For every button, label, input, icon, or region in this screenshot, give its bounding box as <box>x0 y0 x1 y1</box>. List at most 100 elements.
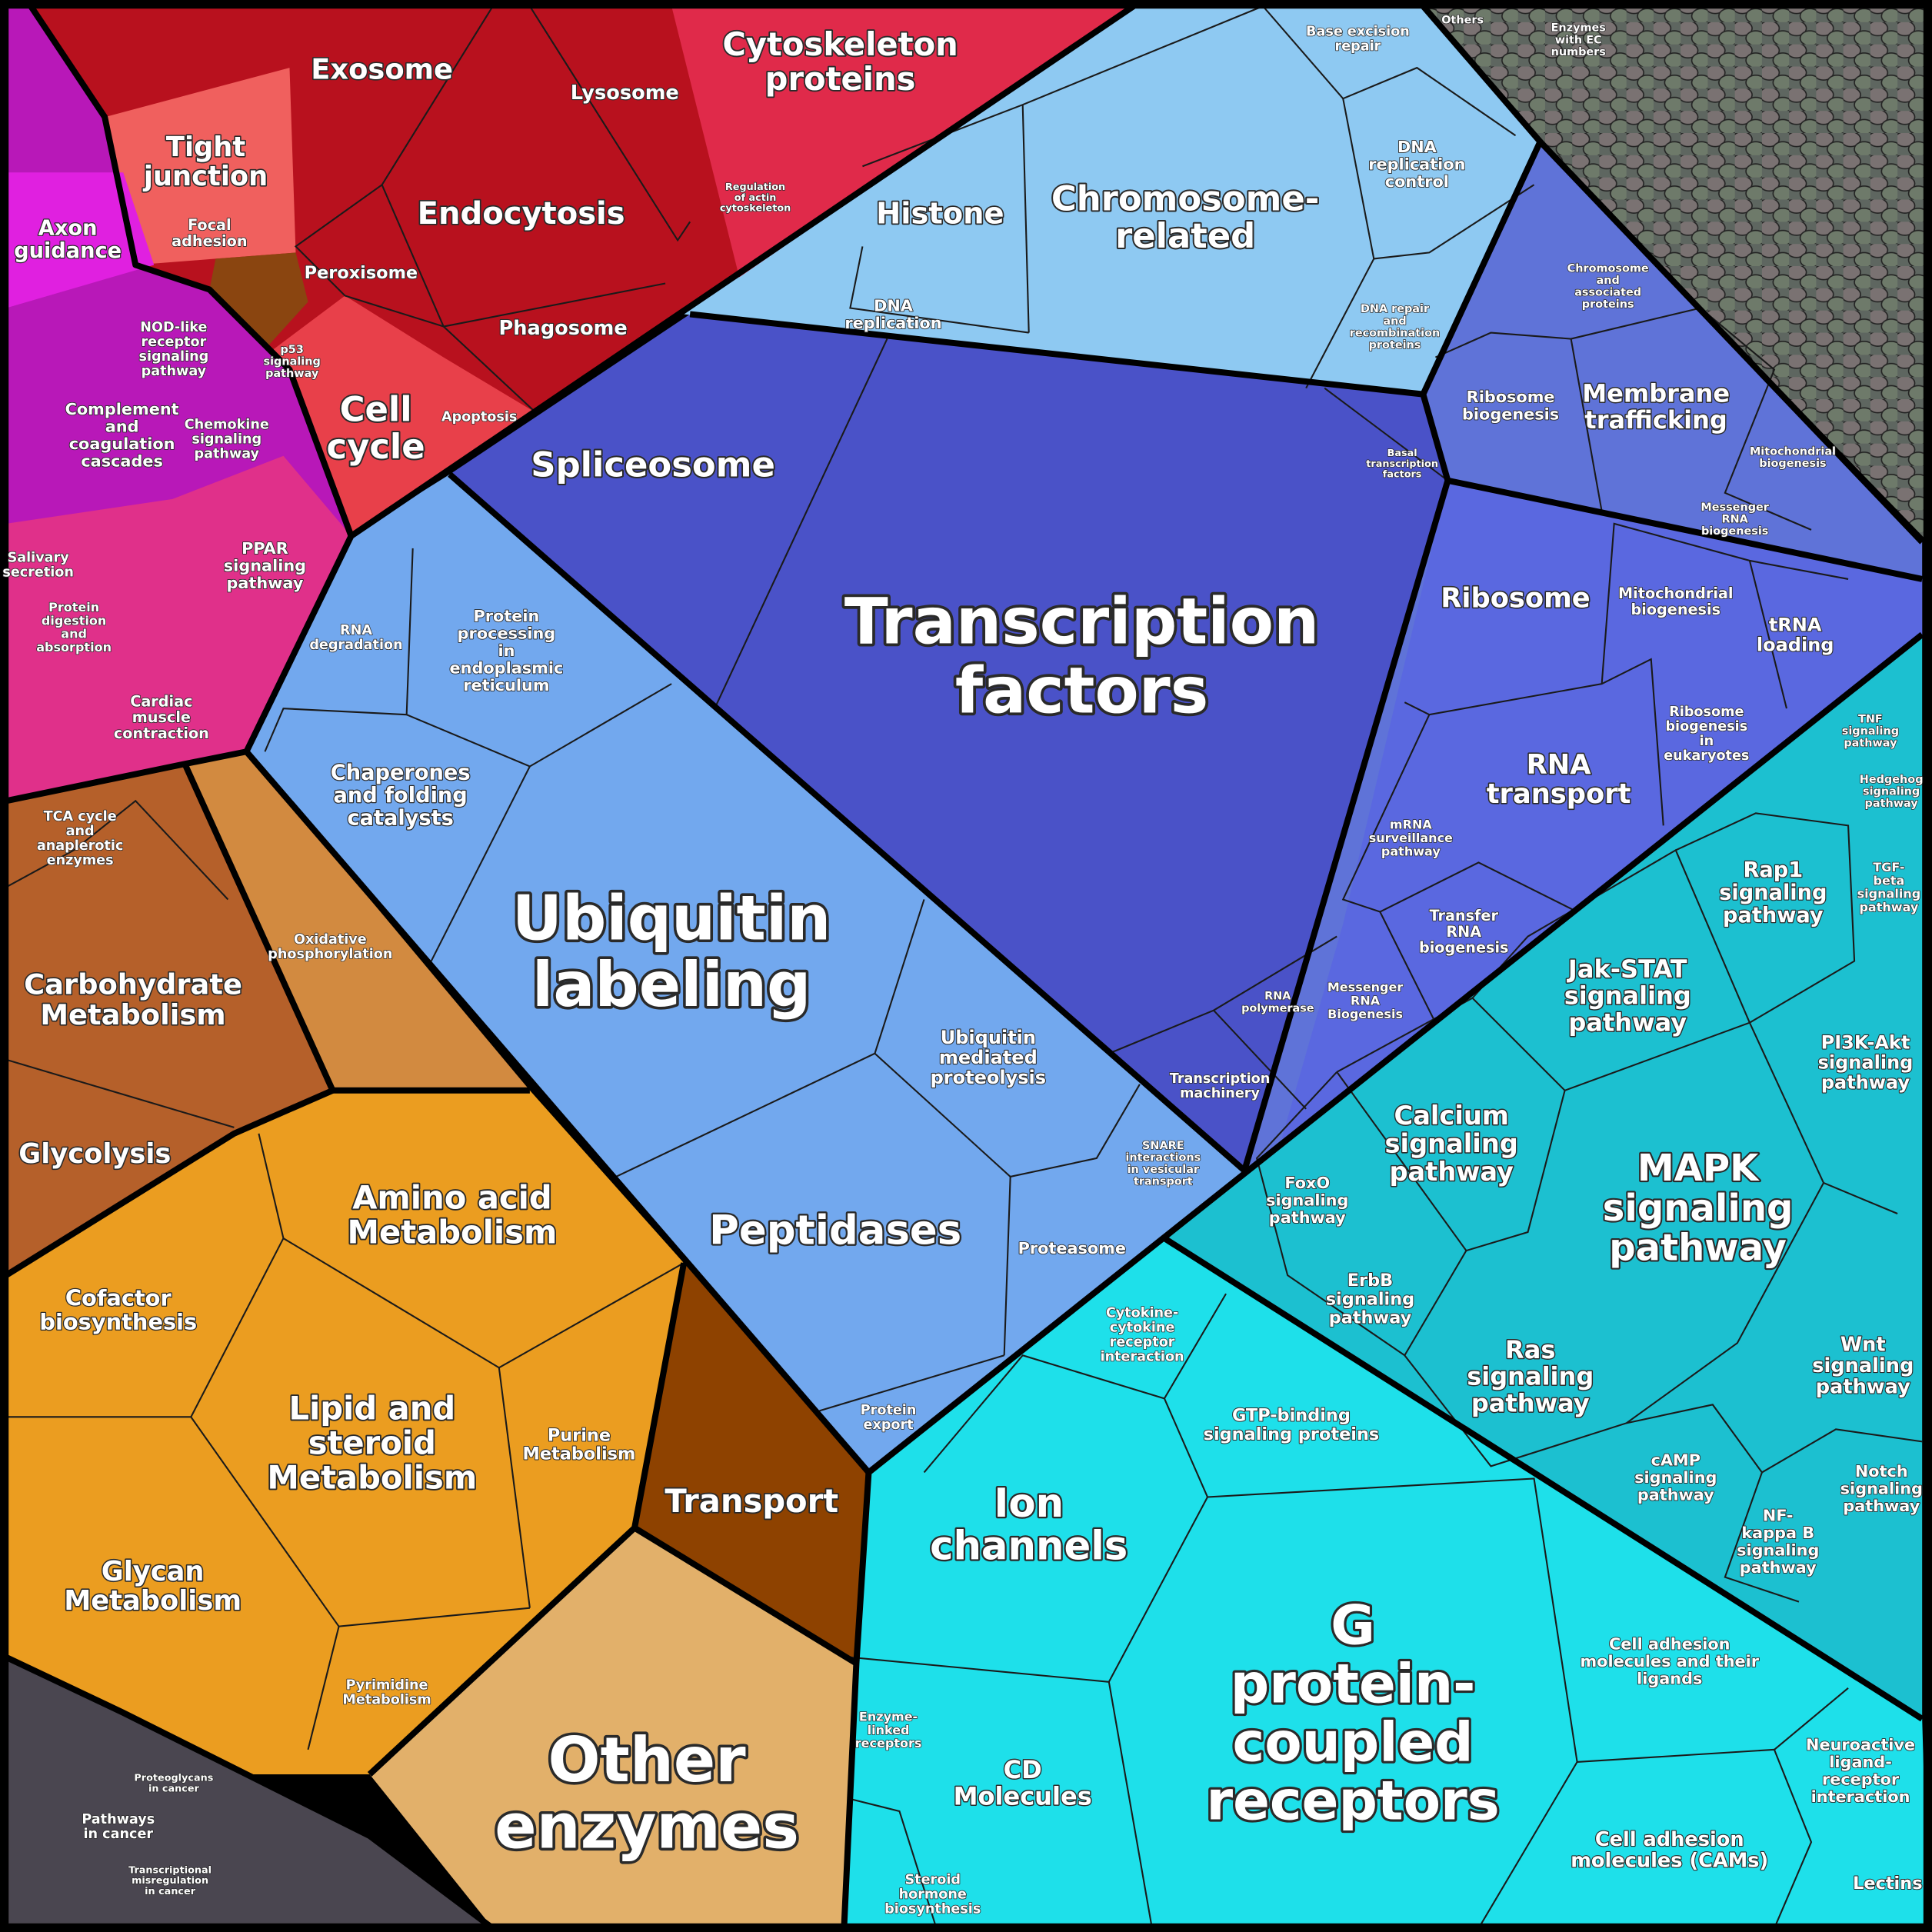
region-genetic-dark <box>449 314 1448 1171</box>
label-line: pathway <box>195 447 260 462</box>
cell-label: Peptidases <box>709 1207 961 1254</box>
label-line: Phagosome <box>499 317 628 340</box>
label-line: biogenesis <box>1462 405 1559 424</box>
label-line: Cytoskeleton <box>722 25 958 63</box>
cell-label: DNA replication control <box>1368 138 1465 191</box>
label-line: Glycan <box>102 1556 205 1587</box>
label-line: cytoskeleton <box>720 203 791 215</box>
label-line: G <box>1331 1594 1375 1657</box>
label-line: eukaryotes <box>1664 748 1749 764</box>
region-metabolism <box>6 1090 685 1774</box>
label-line: Histone <box>876 197 1004 232</box>
cell-border <box>6 1133 285 1418</box>
cell-border <box>1213 1009 1307 1110</box>
label-line: Chaperones <box>331 761 471 784</box>
label-line: Neuroactive <box>1806 1736 1915 1754</box>
cell-border <box>1255 1071 1405 1357</box>
label-line: Glycolysis <box>18 1138 171 1170</box>
cell-label: Other enzymes <box>495 1724 799 1863</box>
cell-label: Lysosome <box>571 82 679 105</box>
cell-label: Purine Metabolism <box>523 1425 636 1464</box>
label-line: and <box>61 627 87 641</box>
cell-label: Lipid and steroid Metabolism <box>267 1390 477 1497</box>
label-line: Enzymes <box>1551 22 1606 35</box>
label-line: Metabolism <box>523 1444 636 1464</box>
label-line: Salivary <box>8 550 70 565</box>
label-line: pathway <box>1389 1157 1513 1187</box>
label-line: in vesicular <box>1128 1164 1200 1176</box>
cell-label: Glycolysis <box>18 1138 171 1170</box>
cell-label: MAPK signaling pathway <box>1603 1147 1794 1270</box>
cell-border <box>1571 307 1812 531</box>
label-line: TCA cycle <box>44 809 117 824</box>
label-line: Lectins <box>1853 1874 1922 1894</box>
label-line: protein- <box>1231 1652 1476 1715</box>
cell-label: Rap1 signaling pathway <box>1719 858 1827 928</box>
label-line: Jak-STAT <box>1567 954 1687 984</box>
cell-label: Mitochondrial biogenesis <box>1618 585 1733 618</box>
labels: Transcription factorsSpliceosomeUbiquitin… <box>2 14 1924 1917</box>
group-border <box>632 1525 858 1667</box>
label-line: Pathways <box>82 1812 155 1827</box>
label-line: replication <box>844 314 941 332</box>
cell-border <box>1434 331 1603 512</box>
label-line: signaling <box>264 355 321 368</box>
cell-label: p53 signaling pathway <box>264 344 321 380</box>
label-line: Mitochondrial <box>1618 585 1733 602</box>
label-line: Notch <box>1855 1462 1908 1481</box>
label-line: labeling <box>532 949 811 1021</box>
label-line: signaling <box>1863 786 1920 798</box>
label-line: DNA repair <box>1361 303 1430 315</box>
label-line: mRNA <box>1390 818 1432 832</box>
label-line: pathway <box>1568 1008 1687 1037</box>
label-line: pathway <box>226 574 303 592</box>
label-line: linked <box>868 1723 910 1737</box>
label-line: Cytokine- <box>1106 1306 1178 1321</box>
label-line: cascades <box>81 452 163 471</box>
label-line: TNF <box>1858 713 1883 725</box>
cell-label: Calcium signaling pathway <box>1385 1101 1518 1187</box>
label-line: factors <box>955 653 1209 728</box>
cell-label: Axon guidance <box>14 217 122 263</box>
region-tight-junction <box>105 68 296 265</box>
label-line: signaling <box>1812 1354 1914 1377</box>
cell-border <box>850 1797 938 1929</box>
label-line: pathway <box>142 364 207 379</box>
label-line: enzymes <box>495 1790 799 1862</box>
label-line: pathway <box>1269 1208 1346 1227</box>
label-line: RNA <box>1722 514 1749 526</box>
cell-label: Chromosome-related <box>1051 178 1320 255</box>
label-line: signaling <box>192 431 261 447</box>
label-line: molecules and their <box>1580 1652 1759 1671</box>
label-line: transcription <box>1366 458 1438 470</box>
cell-label: Lectins <box>1853 1874 1922 1894</box>
label-line: Transcription <box>844 584 1319 658</box>
label-line: associated <box>1574 287 1641 299</box>
label-line: SNARE <box>1142 1140 1184 1152</box>
label-line: signaling <box>139 349 209 365</box>
cell-label: RNA polymerase <box>1241 991 1314 1015</box>
label-line: NOD-like <box>140 320 207 335</box>
label-line: Apoptosis <box>441 410 517 425</box>
cell-label: Ribosome biogenesis <box>1462 388 1559 423</box>
label-line: Cell <box>340 388 412 429</box>
cell-label: Cytoskeleton proteins <box>722 25 958 98</box>
label-line: Complement <box>65 400 179 418</box>
cell-label: Phagosome <box>499 317 628 340</box>
label-line: machinery <box>1180 1086 1260 1101</box>
label-line: signaling <box>224 557 306 575</box>
label-line: signaling <box>1818 1051 1914 1073</box>
label-line: MAPK <box>1637 1147 1760 1190</box>
region-receptors <box>844 1238 1929 1929</box>
cell-border <box>381 5 537 414</box>
label-line: and <box>105 418 139 436</box>
label-line: signaling proteins <box>1204 1424 1380 1444</box>
label-line: Lipid and <box>288 1390 455 1427</box>
region-organism-specific <box>1423 6 1929 542</box>
cell-label: Oxidative phosphorylation <box>268 932 392 962</box>
cell-label: Histone <box>876 197 1004 232</box>
